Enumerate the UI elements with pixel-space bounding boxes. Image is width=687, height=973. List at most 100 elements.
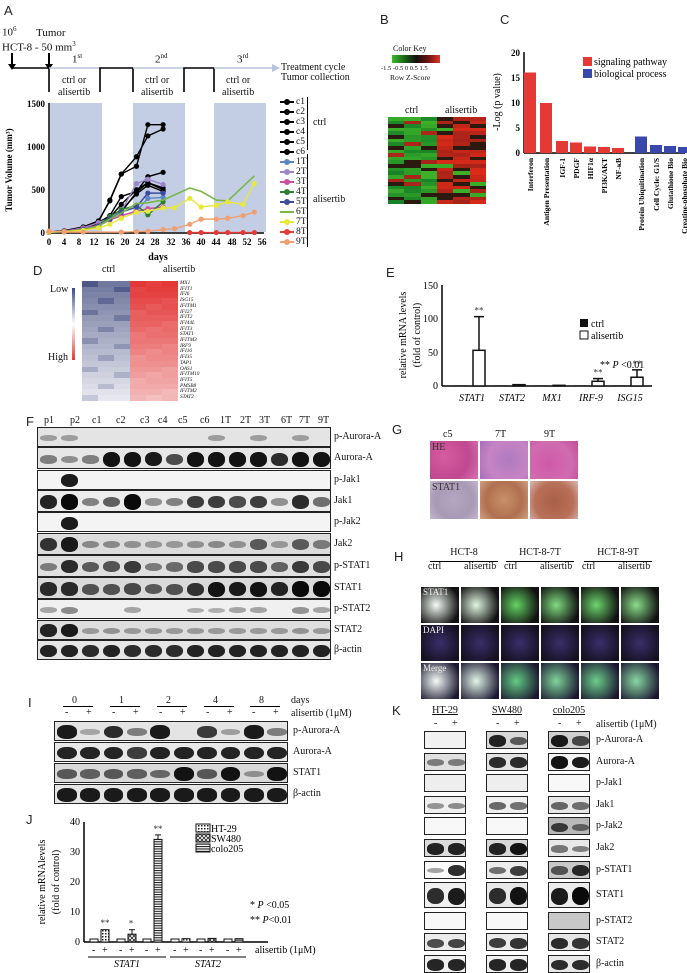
heatmap-cell [469,200,486,205]
legend-marker-3T [284,179,290,185]
heatmap-d-high-label: High [48,352,68,363]
heatmap-cell [388,127,405,132]
k-row-label-p-Aurora-A: p-Aurora-A [596,734,644,745]
color-key-title: Color Key [393,44,427,53]
blot-band [123,607,142,614]
legend-marker-4T [284,189,290,195]
c-xlabel-9: Glutathione Bio [666,158,675,209]
f-lane-c5: c5 [178,415,188,426]
blot-band [186,495,205,509]
blot-band [127,747,147,759]
e-xlabel-2: MX1 [541,393,561,404]
svg-text:+: + [155,945,161,956]
blot-band [447,865,465,877]
svg-text:28: 28 [151,237,161,247]
gene-label: MX1 [180,280,191,286]
heatmap-cell [82,286,99,293]
i-days-label: days [291,695,310,706]
blot-band [207,435,226,441]
k-blot-SW480-p-STAT2 [486,911,528,930]
panel-j-mrna-chart: 0 10 20 30 40 relative mRNAlevels (fold of c… [37,817,316,970]
heatmap-cell [420,145,438,150]
heatmap-cell [453,156,470,161]
e-xlabel-1: STAT2 [499,393,525,404]
heatmap-cell [469,171,486,176]
blot-band [267,728,287,736]
i-blot-row-Aurora-A [54,742,288,762]
c-y-axis-title: -Log (p value) [492,73,503,131]
heatmap-cell [404,124,421,129]
blot-band [312,627,330,634]
blot-band [249,644,268,658]
legend-marker-c5 [284,139,290,145]
h-row-label-Merge: Merge [423,663,447,673]
heatmap-cell [453,174,470,179]
c-bar-1 [540,103,552,153]
f-lane-c4: c4 [158,415,168,426]
h-sub-ctrl: ctrl [428,561,442,572]
heatmap-cell [82,366,99,373]
k-row-label-p-STAT2: p-STAT2 [596,914,633,926]
blot-band [228,607,247,614]
heatmap-cell [388,153,405,157]
heatmap-cell [162,395,179,401]
heatmap-cell [453,138,470,143]
i-sign-plus: + [273,707,279,718]
gene-label: IFITM2 [180,388,197,395]
heatmap-cell [436,138,454,143]
heatmap-b-col-alisertib: alisertib [445,105,478,116]
heatmap-cell [98,298,115,304]
panel-label-a: A [4,3,13,18]
blot-band [220,788,241,802]
heatmap-cell [162,309,179,316]
panel-k-western-blot: HT-29 - + SW480 - + colo205 - + alisertib (1μM) p-… [400,700,687,973]
k-blot-SW480-p-STAT1 [486,860,528,879]
panel-label-g: G [392,422,403,437]
blot-band [150,769,171,779]
i-day-underline [110,706,140,707]
blot-band [291,644,310,658]
blot-band [228,561,247,573]
legend-marker-1T [284,159,290,165]
heatmap-cell [130,355,147,361]
heatmap-cell [469,117,486,121]
blot-band [312,540,330,549]
heatmap-cell [436,124,454,129]
heatmap-cell [436,131,454,136]
y-ticks: 0 500 1000 1500 [27,99,46,238]
f-lane-p1: p1 [44,415,54,426]
heatmap-cell [130,320,147,327]
heatmap-cell [82,349,99,356]
c-bar-7 [635,136,647,153]
blot-band [312,561,330,573]
blot-band [186,561,205,573]
heatmap-cell [146,320,163,327]
k-blot-HT-29-STAT1 [424,882,466,909]
i-blot-row-p-Aurora-A [54,721,288,741]
k-row-label-p-Jak2: p-Jak2 [596,820,623,832]
panel-f-western-blot: p1 p2 c1 c2 c3 c4 c5 c6 1T 2T 3T 6T 7T 9T p-Aurora-A Au… [0,410,400,690]
gene-label: IFI16 [180,348,193,355]
f-lane-p2: p2 [70,415,80,426]
blot-band [207,495,226,509]
i-sign-minus: - [159,707,163,718]
c-bar-8 [650,145,662,153]
legend-marker-c4 [284,129,290,135]
f-lane-2T: 2T [240,415,252,426]
blot-band [571,865,589,877]
heatmap-d-col-ctrl: ctrl [102,264,116,275]
heatmap-cell [130,377,147,384]
blot-band [447,959,465,971]
e-y-title-1: relative mRNA levels [398,292,409,379]
heatmap-cell [404,171,421,176]
k-blot-colo205-Aurora-A [548,752,590,771]
svg-text:0: 0 [47,237,52,247]
isg-heatmap [82,281,179,401]
panel-label-e: E [386,265,395,280]
j-y-title-1: relative mRNAlevels [37,840,48,925]
f-lane-3T: 3T [259,415,271,426]
gene-label: IFI44L [180,319,196,326]
heatmap-cell [130,298,147,304]
k-blot-HT-29-Jak2 [424,839,466,857]
cycle-2-sup: nd [160,52,168,60]
